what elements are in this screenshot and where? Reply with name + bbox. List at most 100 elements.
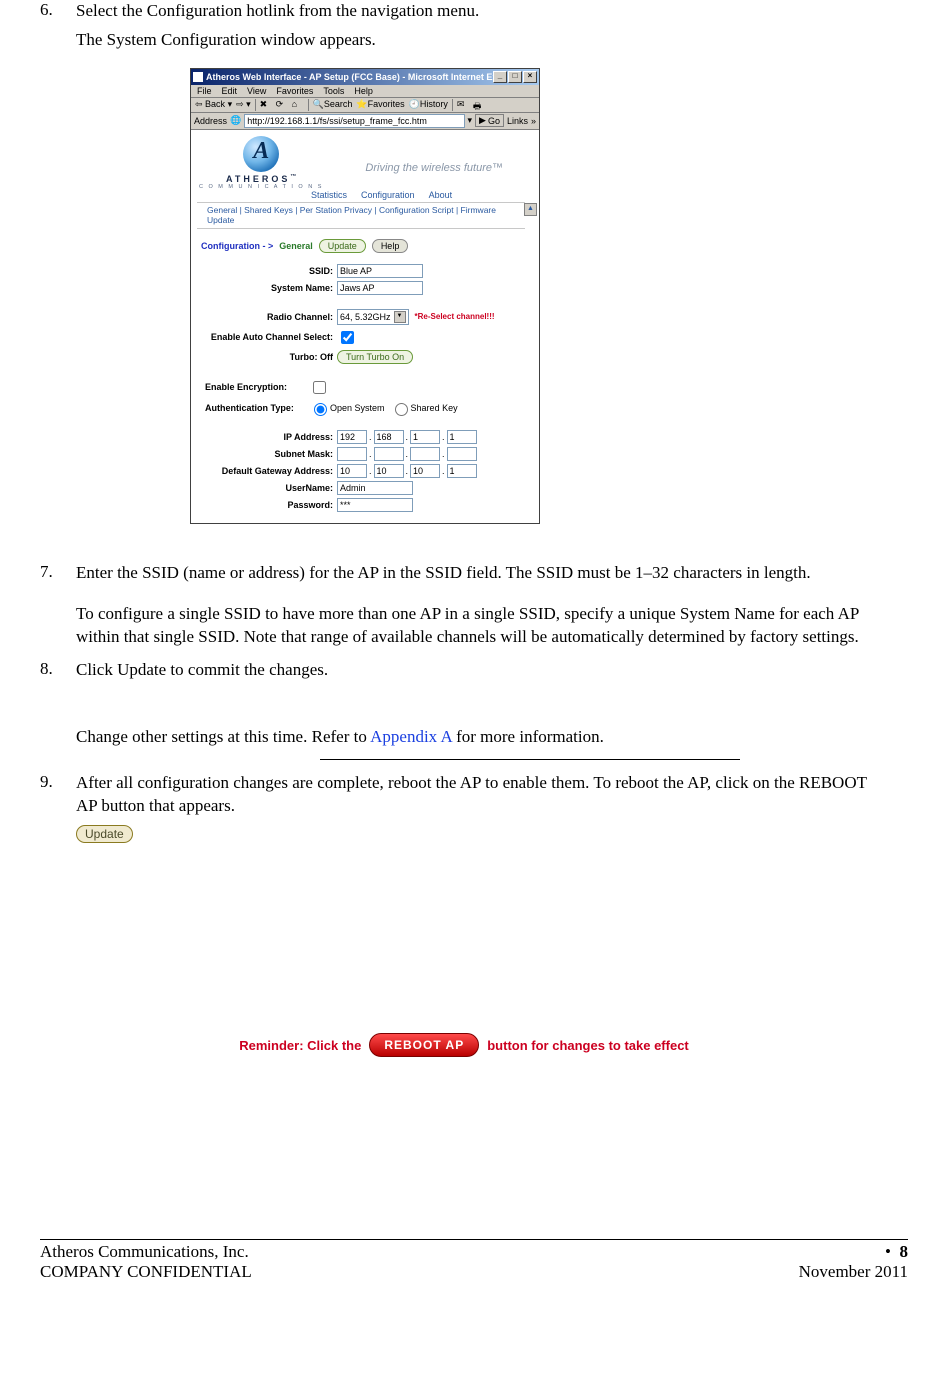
footer-confidential: COMPANY CONFIDENTIAL	[40, 1262, 252, 1282]
gw-octet-2[interactable]	[374, 464, 404, 478]
menu-tools[interactable]: Tools	[323, 86, 344, 96]
ie-icon	[193, 72, 203, 82]
maximize-button[interactable]: □	[508, 71, 522, 83]
encryption-label: Enable Encryption:	[201, 382, 309, 392]
close-button[interactable]: ×	[523, 71, 537, 83]
radio-channel-select[interactable]: 64, 5.32GHz▼	[337, 309, 409, 325]
auth-shared-radio[interactable]	[395, 403, 408, 416]
favorites-button[interactable]: ⭐Favorites	[356, 99, 404, 110]
encryption-checkbox[interactable]	[313, 381, 326, 394]
menu-edit[interactable]: Edit	[222, 86, 238, 96]
username-label: UserName:	[201, 483, 337, 493]
search-button[interactable]: 🔍Search	[313, 99, 353, 110]
brand-subtext: C O M M U N I C A T I O N S	[199, 184, 323, 190]
gw-octet-1[interactable]	[337, 464, 367, 478]
turbo-label: Turbo: Off	[201, 352, 337, 362]
password-input[interactable]	[337, 498, 413, 512]
ip-octet-1[interactable]	[337, 430, 367, 444]
step-number: 9.	[40, 772, 76, 844]
menu-favorites[interactable]: Favorites	[276, 86, 313, 96]
step-number: 8.	[40, 659, 76, 755]
home-icon[interactable]: ⌂	[292, 99, 304, 111]
auth-shared-label: Shared Key	[411, 403, 458, 413]
step-text: Select the Configuration hotlink from th…	[76, 0, 888, 23]
address-bar: Address 🌐 ▾ ▶Go Links »	[191, 113, 539, 130]
ip-octet-4[interactable]	[447, 430, 477, 444]
tagline: Driving the wireless future™	[337, 162, 531, 190]
chevron-down-icon: ▼	[394, 311, 406, 323]
auth-open-label: Open System	[330, 403, 385, 413]
forward-button[interactable]: ⇨ ▾	[236, 99, 251, 110]
step-text: To configure a single SSID to have more …	[76, 603, 888, 649]
ssid-label: SSID:	[201, 266, 337, 276]
menu-view[interactable]: View	[247, 86, 266, 96]
appendix-link[interactable]: Appendix A	[370, 727, 452, 746]
tab-about[interactable]: About	[429, 190, 453, 200]
address-dropdown[interactable]: ▾	[468, 115, 473, 126]
subnet-octet-3[interactable]	[410, 447, 440, 461]
step-6: 6. Select the Configuration hotlink from…	[40, 0, 888, 58]
address-label: Address	[194, 116, 227, 126]
reminder-pre: Reminder: Click the	[239, 1038, 361, 1053]
ssid-input[interactable]	[337, 264, 423, 278]
history-button[interactable]: 🕘History	[409, 99, 448, 110]
system-config-screenshot: Atheros Web Interface - AP Setup (FCC Ba…	[190, 68, 888, 524]
channel-warning: *Re-Select channel!!!	[415, 312, 495, 321]
scroll-up-button[interactable]: ▲	[524, 203, 537, 216]
update-button-inline[interactable]: Update	[76, 825, 133, 843]
menu-file[interactable]: File	[197, 86, 212, 96]
reboot-ap-button[interactable]: REBOOT AP	[369, 1033, 479, 1057]
back-button[interactable]: ⇦ Back ▾	[195, 99, 232, 110]
page-footer: Atheros Communications, Inc. • 8 COMPANY…	[40, 1239, 908, 1282]
reminder-banner: Reminder: Click the REBOOT AP button for…	[40, 1033, 888, 1057]
step-text: The System Configuration window appears.	[76, 29, 888, 52]
toolbar: ⇦ Back ▾ ⇨ ▾ ✖ ⟳ ⌂ 🔍Search ⭐Favorites 🕘H…	[191, 98, 539, 113]
help-button[interactable]: Help	[372, 239, 409, 253]
window-titlebar: Atheros Web Interface - AP Setup (FCC Ba…	[191, 69, 539, 85]
subnet-octet-4[interactable]	[447, 447, 477, 461]
step-text: Enter the SSID (name or address) for the…	[76, 562, 888, 585]
ip-label: IP Address:	[201, 432, 337, 442]
auto-channel-checkbox[interactable]	[341, 331, 354, 344]
go-button[interactable]: ▶Go	[475, 114, 504, 127]
step-8: 8. Click Update to commit the changes. C…	[40, 659, 888, 755]
menu-help[interactable]: Help	[354, 86, 373, 96]
system-name-input[interactable]	[337, 281, 423, 295]
tab-configuration[interactable]: Configuration	[361, 190, 415, 200]
window-title: Atheros Web Interface - AP Setup (FCC Ba…	[206, 72, 493, 82]
refresh-icon[interactable]: ⟳	[276, 99, 288, 111]
sub-tabs[interactable]: General | Shared Keys | Per Station Priv…	[197, 202, 525, 229]
footer-company: Atheros Communications, Inc.	[40, 1242, 249, 1262]
gw-octet-3[interactable]	[410, 464, 440, 478]
mail-icon[interactable]: ✉	[457, 99, 469, 111]
tab-statistics[interactable]: Statistics	[311, 190, 347, 200]
step-text: Click Update to commit the changes.	[76, 659, 888, 682]
gw-octet-4[interactable]	[447, 464, 477, 478]
update-button[interactable]: Update	[319, 239, 366, 253]
main-tabs: Statistics Configuration About	[191, 190, 539, 200]
step-number: 6.	[40, 0, 76, 58]
step-text: After all configuration changes are comp…	[76, 772, 888, 818]
username-input[interactable]	[337, 481, 413, 495]
subnet-octet-2[interactable]	[374, 447, 404, 461]
footer-bullet: •	[885, 1242, 891, 1261]
stop-icon[interactable]: ✖	[260, 99, 272, 111]
ip-octet-2[interactable]	[374, 430, 404, 444]
ip-octet-3[interactable]	[410, 430, 440, 444]
print-icon[interactable]: 🖶	[473, 99, 485, 111]
step-7: 7. Enter the SSID (name or address) for …	[40, 562, 888, 655]
step-number: 7.	[40, 562, 76, 655]
minimize-button[interactable]: _	[493, 71, 507, 83]
auth-open-radio[interactable]	[314, 403, 327, 416]
reminder-post: button for changes to take effect	[487, 1038, 689, 1053]
links-chevron[interactable]: »	[531, 116, 536, 126]
password-label: Password:	[201, 500, 337, 510]
address-input[interactable]	[244, 114, 464, 128]
radio-channel-label: Radio Channel:	[201, 312, 337, 322]
menu-bar: File Edit View Favorites Tools Help	[191, 85, 539, 98]
turbo-button[interactable]: Turn Turbo On	[337, 350, 413, 364]
subnet-octet-1[interactable]	[337, 447, 367, 461]
auto-channel-label: Enable Auto Channel Select:	[201, 332, 337, 342]
links-label[interactable]: Links	[507, 116, 528, 126]
step-9: 9. After all configuration changes are c…	[40, 772, 888, 844]
